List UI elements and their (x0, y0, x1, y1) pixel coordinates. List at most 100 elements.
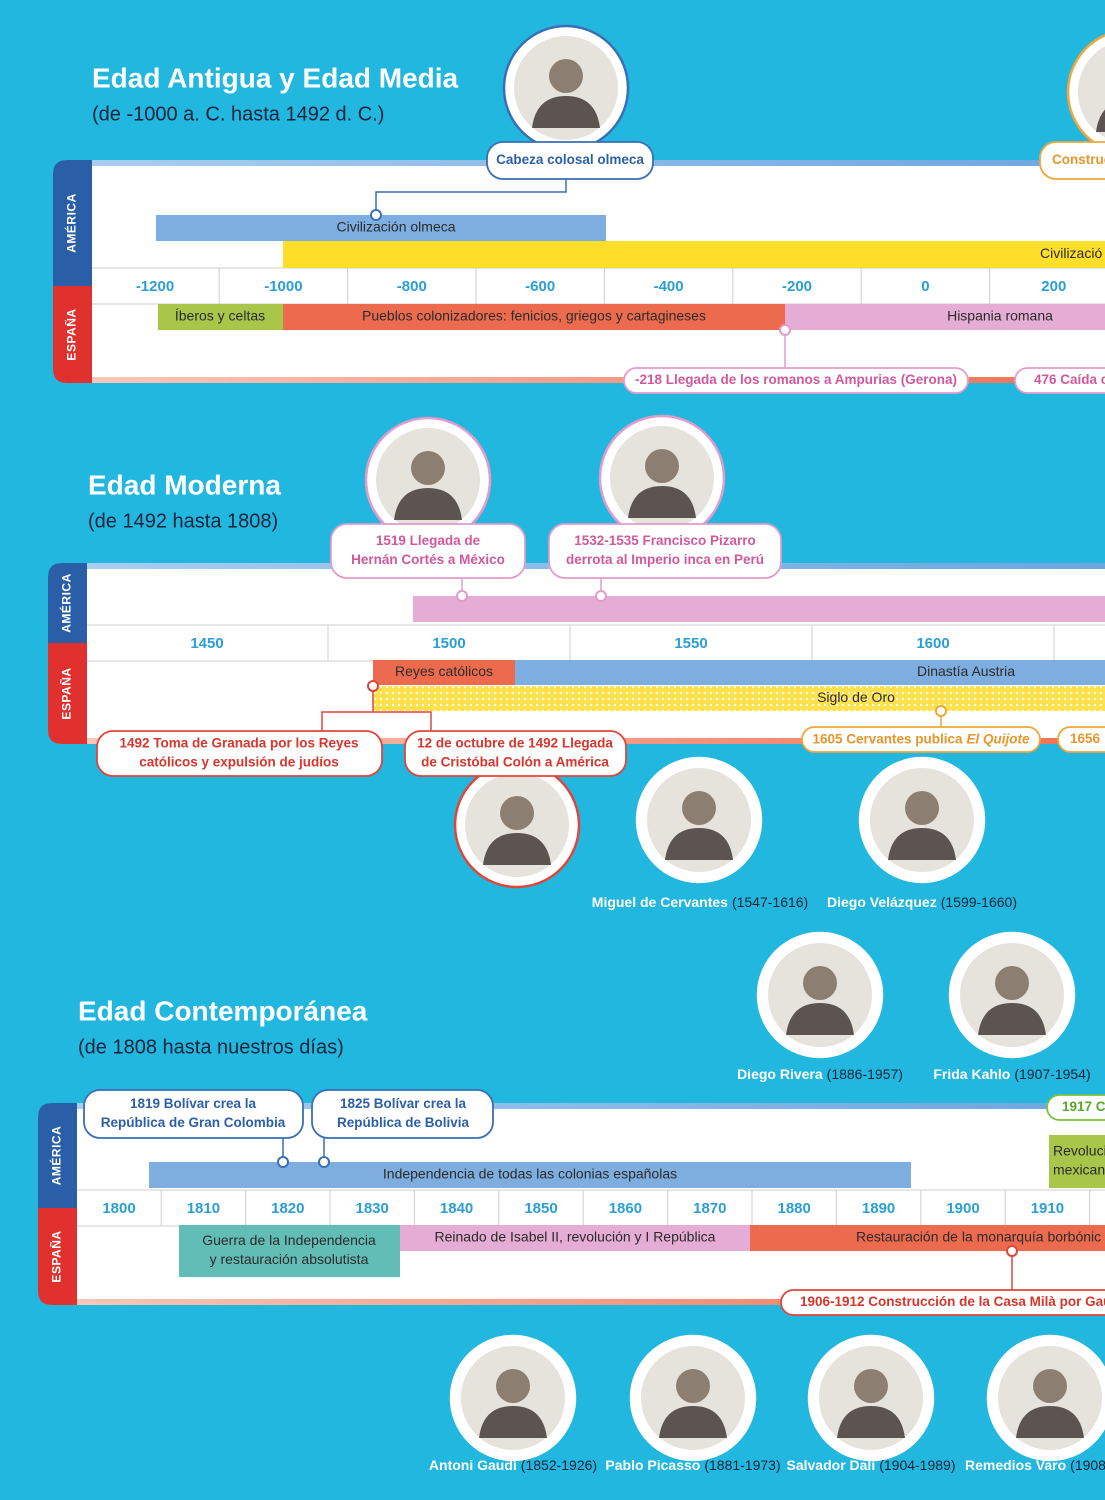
event-callout (1046, 1094, 1105, 1121)
portrait-caption: Salvador Dalí (1904-1989) (787, 1457, 956, 1473)
section-title: Edad Moderna (88, 469, 281, 500)
connector (373, 711, 432, 731)
portrait-caption: Pablo Picasso (1881-1973) (605, 1457, 780, 1473)
caption-dates: (1881-1973) (704, 1457, 780, 1473)
section-title: Edad Contemporánea (78, 995, 368, 1026)
tab-america (53, 160, 92, 286)
period-label: Íberos y celtas (175, 308, 265, 324)
portrait-caption: Remedios Varo(1908- (965, 1457, 1105, 1473)
event-text: -218 Llegada de los romanos a Ampurias (… (635, 372, 957, 387)
event-text: 1917 Co (1062, 1099, 1105, 1114)
period-label: Pueblos colonizadores: fenicios, griegos… (362, 308, 706, 324)
event-dot (595, 590, 607, 602)
caption-name: Frida Kahlo (933, 1066, 1010, 1082)
tick-label: -200 (782, 278, 812, 295)
period-bar (750, 1225, 1105, 1251)
portrait-caption: Frida Kahlo (1907-1954) (933, 1066, 1090, 1082)
section-subtitle: (de -1000 a. C. hasta 1492 d. C.) (92, 103, 384, 125)
portrait-caption: Diego Velázquez (1599-1660) (827, 894, 1017, 910)
tab-america (38, 1103, 77, 1208)
portrait-body (786, 1003, 854, 1035)
tick-label: 1500 (432, 635, 465, 652)
event-dot (456, 590, 468, 602)
caption-name: Antoni Gaudí (429, 1457, 518, 1473)
period-label: Revoluci (1053, 1143, 1105, 1159)
tick-label: -400 (654, 278, 684, 295)
event-text: 1519 Llegada de (376, 533, 481, 548)
event-text: 1906-1912 Construcción de la Casa Milà p… (800, 1294, 1105, 1309)
period-bar (158, 304, 283, 330)
portrait-body (483, 833, 551, 865)
tab-america (48, 563, 87, 643)
portrait-head (1033, 1369, 1067, 1403)
period-label: Dinastía Austria (917, 663, 1015, 679)
event-callout (486, 141, 654, 180)
tick-label: 1860 (609, 1200, 642, 1217)
event-text: católicos y expulsión de judíos (139, 755, 339, 770)
caption-dates: (1599-1660) (941, 894, 1017, 910)
event-callout (330, 523, 526, 579)
event-text: Cabeza colosal olmeca (496, 152, 644, 167)
period-bar (373, 660, 515, 685)
tab-espana (53, 286, 92, 383)
period-label: Siglo de Oro (817, 689, 895, 705)
portrait-body (888, 828, 956, 860)
connector (375, 179, 567, 215)
tick-label: 1600 (916, 635, 949, 652)
portrait-bg (1078, 46, 1105, 138)
portrait-head (854, 1369, 888, 1403)
period-bar (785, 304, 1105, 330)
portrait-body (659, 1406, 727, 1438)
event-text: 1819 Bolívar crea la (130, 1096, 257, 1111)
caption-dates: (1908- (1070, 1457, 1105, 1473)
event-text: 1605 Cervantes publica El Quijote (812, 731, 1030, 746)
event-dot (1006, 1245, 1018, 1257)
caption-name: Pablo Picasso (605, 1457, 700, 1473)
panel-bottom-strip (92, 377, 1105, 383)
event-callout (548, 523, 782, 579)
caption-name: Remedios Varo (965, 1457, 1066, 1473)
tab-espana (48, 643, 87, 744)
portrait-body (479, 1406, 547, 1438)
event-callout (1014, 367, 1105, 394)
portrait-head (411, 451, 445, 485)
caption-dates: (1852-1926) (521, 1457, 597, 1473)
event-text: derrota al Imperio inca en Perú (566, 552, 764, 567)
panel-top-strip (77, 1103, 1105, 1109)
event-callout (96, 730, 383, 777)
event-callout (1057, 726, 1105, 753)
tick-label: 0 (921, 278, 929, 295)
tick-label: 1840 (440, 1200, 473, 1217)
period-label: Hispania romana (947, 308, 1053, 324)
portrait-caption: Antoni Gaudí (1852-1926) (429, 1457, 597, 1473)
tick-label: 1850 (524, 1200, 557, 1217)
tab-label: AMÉRICA (64, 193, 79, 253)
portrait-body (665, 828, 733, 860)
tab-label: ESPAÑA (49, 1230, 64, 1282)
caption-name: Salvador Dalí (787, 1457, 877, 1473)
event-text: 1825 Bolívar crea la (340, 1096, 467, 1111)
event-dot (367, 680, 379, 692)
event-dot (935, 705, 947, 717)
event-callout (780, 1289, 1105, 1316)
portrait-head (549, 59, 583, 93)
tick-label: 1890 (862, 1200, 895, 1217)
event-callout (404, 730, 627, 777)
period-label: Civilizació (1040, 245, 1102, 261)
caption-dates: (1907-1954) (1014, 1066, 1090, 1082)
tick-label: -1000 (264, 278, 302, 295)
period-bar (149, 1162, 911, 1188)
portrait-head (500, 796, 534, 830)
period-bar (283, 241, 1105, 268)
panel-bottom-strip (77, 1299, 1105, 1305)
event-text: 1656 (1070, 731, 1101, 746)
tick-label: -800 (397, 278, 427, 295)
tab-label: ESPAÑA (59, 667, 74, 719)
portrait-head (496, 1369, 530, 1403)
tick-label: 1900 (946, 1200, 979, 1217)
period-label: Restauración de la monarquía borbónic (856, 1229, 1101, 1245)
portrait-body (532, 96, 600, 128)
event-dot (318, 1156, 330, 1168)
period-label: Reinado de Isabel II, revolución y I Rep… (435, 1229, 716, 1245)
